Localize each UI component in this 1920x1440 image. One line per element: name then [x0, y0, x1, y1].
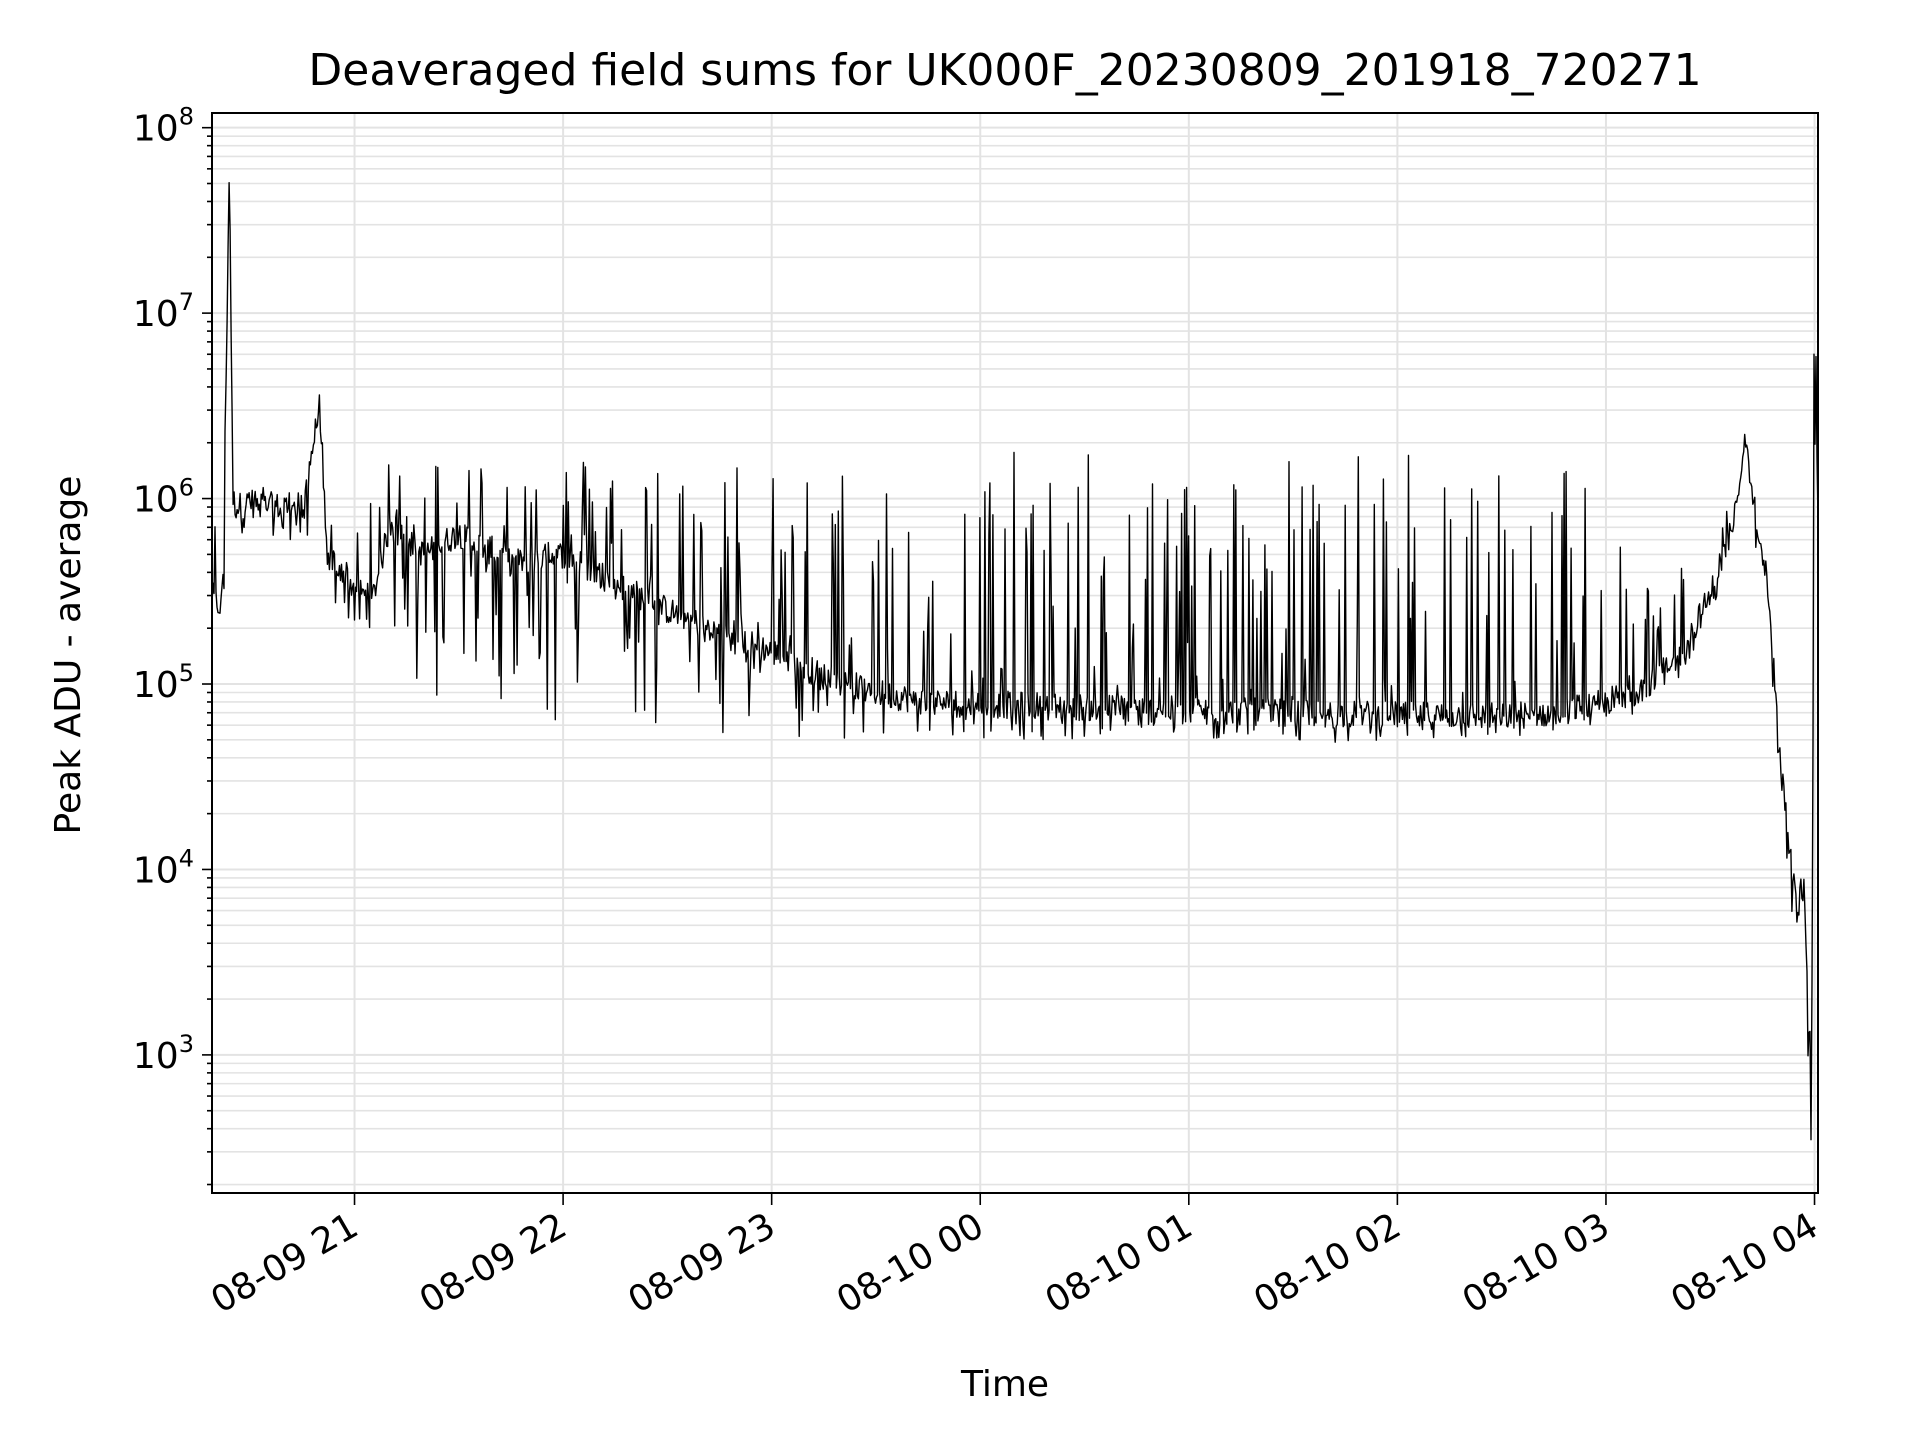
y-tick-label: 106 — [133, 474, 194, 521]
grid-lines — [212, 113, 1818, 1193]
series-line — [211, 182, 1819, 1141]
y-tick-label: 104 — [133, 844, 194, 891]
plot-frame — [211, 112, 1819, 1194]
x-axis-label: Time — [960, 1364, 1049, 1405]
chart-title: Deaveraged field sums for UK000F_2023080… — [308, 45, 1701, 96]
series-layer — [211, 162, 1819, 1141]
y-tick-label: 107 — [133, 288, 194, 335]
y-tick-label: 108 — [133, 103, 194, 150]
y-axis: 103 104 105 106 107 108 — [133, 103, 212, 1186]
y-tick-label: 103 — [133, 1030, 194, 1077]
y-axis-label: Peak ADU - average — [48, 476, 89, 835]
y-tick-label: 105 — [133, 659, 194, 706]
